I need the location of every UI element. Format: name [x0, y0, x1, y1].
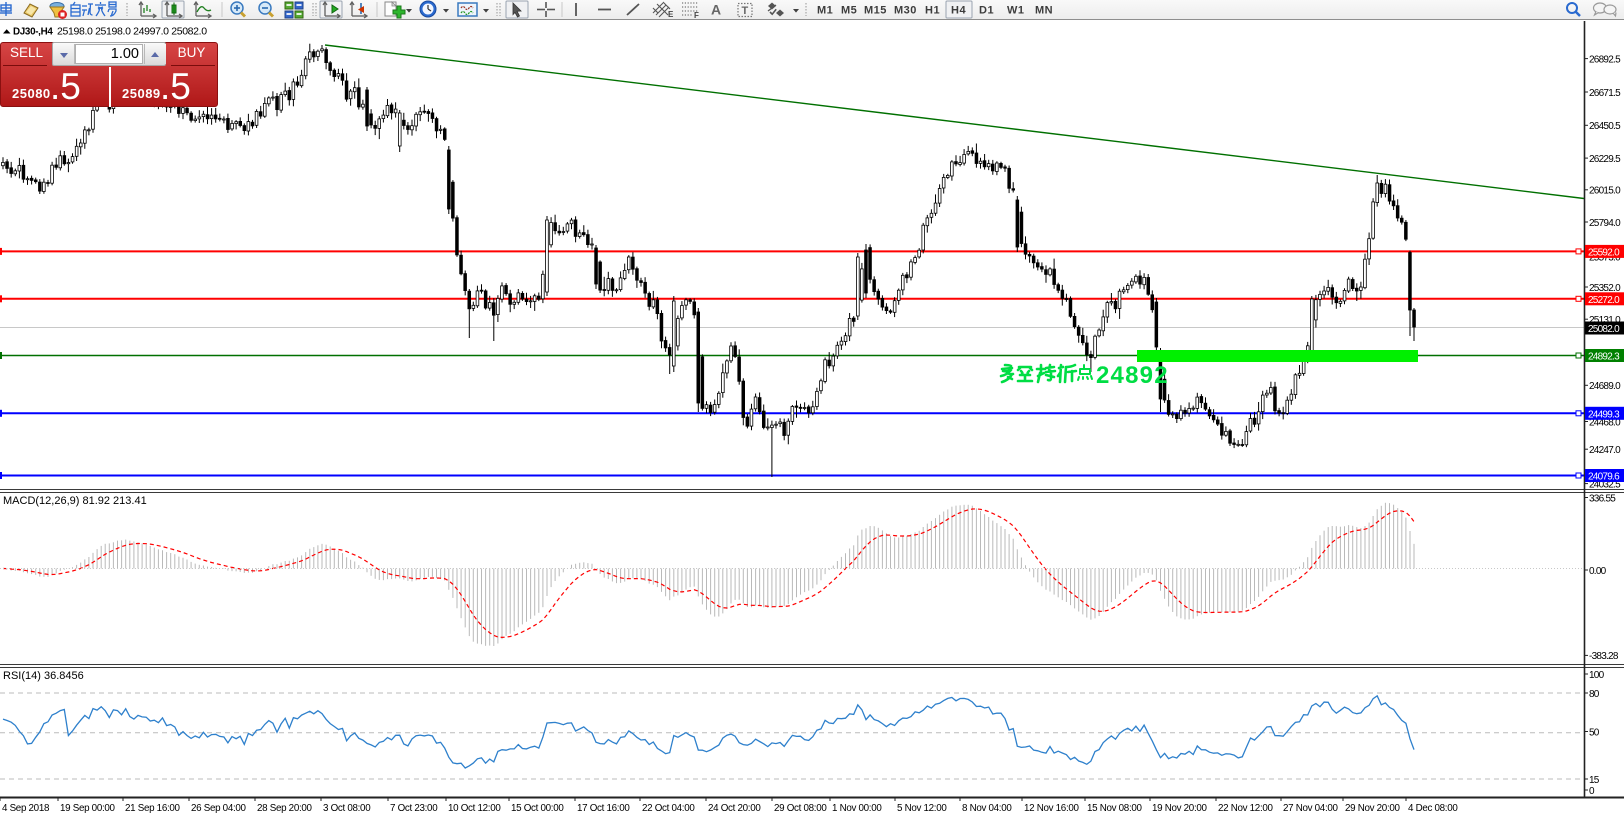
svg-text:0.00: 0.00 — [1589, 566, 1607, 577]
svg-text:7 Oct 23:00: 7 Oct 23:00 — [390, 803, 438, 814]
svg-text:26450.5: 26450.5 — [1589, 121, 1621, 132]
svg-text:26 Sep 04:00: 26 Sep 04:00 — [191, 803, 247, 814]
svg-text:24468.0: 24468.0 — [1589, 417, 1621, 428]
svg-text:T: T — [742, 5, 749, 17]
svg-text:25198.0 25198.0 24997.0 25082.: 25198.0 25198.0 24997.0 25082.0 — [57, 26, 207, 38]
svg-text:24892: 24892 — [1096, 363, 1169, 389]
svg-text:M5: M5 — [841, 5, 857, 17]
svg-text:50: 50 — [1589, 727, 1600, 738]
svg-text:29 Nov 20:00: 29 Nov 20:00 — [1345, 803, 1401, 814]
svg-text:M1: M1 — [817, 5, 833, 17]
svg-text:W1: W1 — [1007, 5, 1025, 17]
svg-text:H4: H4 — [951, 5, 966, 17]
svg-text:25794.0: 25794.0 — [1589, 218, 1621, 229]
svg-text:E: E — [668, 10, 674, 19]
svg-text:RSI(14) 36.8456: RSI(14) 36.8456 — [3, 670, 84, 682]
svg-text:10 Oct 12:00: 10 Oct 12:00 — [448, 803, 501, 814]
svg-text:4 Sep 2018: 4 Sep 2018 — [2, 803, 50, 814]
svg-text:26015.0: 26015.0 — [1589, 186, 1621, 197]
svg-text:24892.3: 24892.3 — [1588, 352, 1620, 363]
svg-text:15 Nov 08:00: 15 Nov 08:00 — [1087, 803, 1143, 814]
svg-text:MN: MN — [1035, 5, 1053, 17]
svg-text:0: 0 — [1589, 786, 1595, 797]
svg-text:17 Oct 16:00: 17 Oct 16:00 — [577, 803, 630, 814]
svg-text:19 Sep 00:00: 19 Sep 00:00 — [60, 803, 116, 814]
svg-text:24499.3: 24499.3 — [1588, 409, 1620, 420]
svg-text:24032.5: 24032.5 — [1589, 479, 1621, 490]
svg-text:25131.0: 25131.0 — [1589, 315, 1621, 326]
svg-text:22 Nov 12:00: 22 Nov 12:00 — [1218, 803, 1274, 814]
svg-text:4 Dec 08:00: 4 Dec 08:00 — [1408, 803, 1458, 814]
svg-text:MACD(12,26,9) 81.92 213.41: MACD(12,26,9) 81.92 213.41 — [3, 495, 147, 507]
svg-text:25272.0: 25272.0 — [1588, 295, 1620, 306]
svg-text:H1: H1 — [925, 5, 940, 17]
svg-text:336.55: 336.55 — [1589, 493, 1616, 504]
svg-text:26671.5: 26671.5 — [1589, 88, 1621, 99]
svg-text:M15: M15 — [864, 5, 887, 17]
svg-text:5 Nov 12:00: 5 Nov 12:00 — [897, 803, 947, 814]
svg-text:25352.0: 25352.0 — [1589, 283, 1621, 294]
svg-text:27 Nov 04:00: 27 Nov 04:00 — [1283, 803, 1339, 814]
svg-text:19 Nov 20:00: 19 Nov 20:00 — [1152, 803, 1208, 814]
svg-text:8 Nov 04:00: 8 Nov 04:00 — [962, 803, 1012, 814]
svg-text:F: F — [694, 11, 699, 20]
svg-text:24689.0: 24689.0 — [1589, 381, 1621, 392]
svg-text:25082.0: 25082.0 — [1588, 324, 1620, 335]
svg-text:28 Sep 20:00: 28 Sep 20:00 — [257, 803, 313, 814]
svg-text:26229.5: 26229.5 — [1589, 154, 1621, 165]
svg-text:12 Nov 16:00: 12 Nov 16:00 — [1024, 803, 1080, 814]
svg-text:15 Oct 00:00: 15 Oct 00:00 — [511, 803, 564, 814]
svg-text:80: 80 — [1589, 689, 1600, 700]
svg-text:29 Oct 08:00: 29 Oct 08:00 — [774, 803, 827, 814]
svg-text:3 Oct 08:00: 3 Oct 08:00 — [323, 803, 371, 814]
svg-text:26892.5: 26892.5 — [1589, 54, 1621, 65]
svg-text:25592.0: 25592.0 — [1588, 247, 1620, 258]
svg-text:A: A — [711, 2, 721, 18]
svg-text:24247.0: 24247.0 — [1589, 445, 1621, 456]
svg-text:-383.28: -383.28 — [1589, 651, 1619, 662]
svg-text:24079.6: 24079.6 — [1588, 472, 1620, 483]
svg-text:D1: D1 — [979, 5, 994, 17]
svg-text:15: 15 — [1589, 775, 1600, 786]
svg-text:21 Sep 16:00: 21 Sep 16:00 — [125, 803, 181, 814]
svg-text:DJ30-,H4: DJ30-,H4 — [13, 27, 53, 38]
svg-text:1 Nov 00:00: 1 Nov 00:00 — [832, 803, 882, 814]
svg-text:100: 100 — [1589, 670, 1605, 681]
svg-text:22 Oct 04:00: 22 Oct 04:00 — [642, 803, 695, 814]
svg-text:24 Oct 20:00: 24 Oct 20:00 — [708, 803, 761, 814]
svg-text:M30: M30 — [894, 5, 917, 17]
